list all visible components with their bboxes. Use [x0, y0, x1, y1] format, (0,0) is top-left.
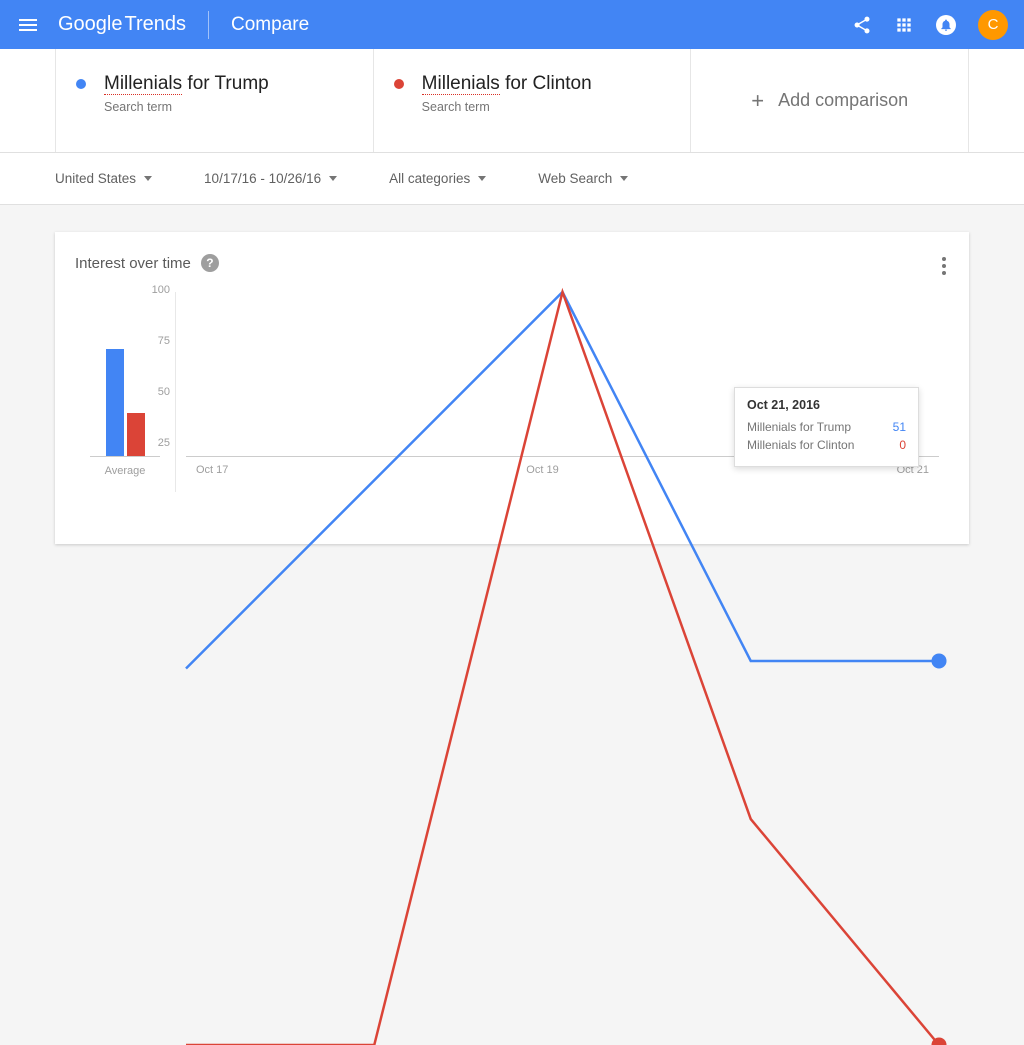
search-terms-row: Millenials for Trump Search term Milleni… — [0, 49, 1024, 153]
logo-trends-text: Trends — [125, 13, 187, 36]
tooltip-date: Oct 21, 2016 — [747, 398, 906, 412]
chevron-down-icon — [620, 176, 628, 181]
hamburger-menu-icon[interactable] — [16, 13, 40, 37]
line-chart: 100 75 50 25 Oct 17 Oct 19 Oct 21 Oct 21 — [175, 292, 949, 492]
filter-region[interactable]: United States — [55, 171, 152, 186]
avg-bar-2 — [127, 413, 145, 456]
tooltip-row: Millenials for Clinton0 — [747, 438, 906, 452]
filter-search-type[interactable]: Web Search — [538, 171, 628, 186]
logo[interactable]: Google Trends — [58, 13, 186, 36]
filter-date-range[interactable]: 10/17/16 - 10/26/16 — [204, 171, 337, 186]
chart-title-row: Interest over time ? — [75, 254, 949, 272]
term-text: Millenials for Clinton Search term — [422, 73, 592, 114]
term-sublabel: Search term — [422, 100, 592, 114]
help-icon[interactable]: ? — [201, 254, 219, 272]
logo-google-text: Google — [58, 13, 123, 36]
chart-title: Interest over time — [75, 255, 191, 272]
more-options-icon[interactable] — [937, 252, 951, 280]
chart-tooltip: Oct 21, 2016 Millenials for Trump51 Mill… — [734, 387, 919, 467]
chevron-down-icon — [329, 176, 337, 181]
chevron-down-icon — [144, 176, 152, 181]
header-actions: C — [852, 10, 1008, 40]
term-text: Millenials for Trump Search term — [104, 73, 269, 114]
term-sublabel: Search term — [104, 100, 269, 114]
color-dot-icon — [394, 79, 404, 89]
marker-blue — [931, 653, 946, 668]
filter-label: All categories — [389, 171, 470, 186]
apps-grid-icon[interactable] — [894, 15, 914, 35]
add-comparison-button[interactable]: + Add comparison — [691, 49, 969, 152]
filter-category[interactable]: All categories — [389, 171, 486, 186]
chevron-down-icon — [478, 176, 486, 181]
add-comparison-label: Add comparison — [778, 90, 908, 111]
term-label: Millenials for Clinton — [422, 73, 592, 96]
chart-card: Interest over time ? Average 100 75 50 2… — [55, 232, 969, 544]
tooltip-row: Millenials for Trump51 — [747, 420, 906, 434]
filter-label: Web Search — [538, 171, 612, 186]
y-axis-ticks: 100 75 50 25 — [148, 284, 170, 449]
filter-label: 10/17/16 - 10/26/16 — [204, 171, 321, 186]
filters-row: United States 10/17/16 - 10/26/16 All ca… — [0, 153, 1024, 205]
term-card-1[interactable]: Millenials for Trump Search term — [55, 49, 374, 152]
plus-icon: + — [751, 88, 764, 114]
term-label: Millenials for Trump — [104, 73, 269, 96]
divider — [208, 11, 209, 39]
app-header: Google Trends Compare C — [0, 0, 1024, 49]
average-label: Average — [105, 465, 146, 477]
share-icon[interactable] — [852, 15, 872, 35]
notifications-icon[interactable] — [936, 15, 956, 35]
term-card-2[interactable]: Millenials for Clinton Search term — [374, 49, 692, 152]
line-series-1 — [186, 292, 939, 669]
chart-body: Average 100 75 50 25 Oct 17 Oct 19 Oc — [75, 292, 949, 492]
avatar[interactable]: C — [978, 10, 1008, 40]
color-dot-icon — [76, 79, 86, 89]
filter-label: United States — [55, 171, 136, 186]
avg-bar-1 — [106, 349, 124, 456]
page-title: Compare — [231, 14, 309, 36]
